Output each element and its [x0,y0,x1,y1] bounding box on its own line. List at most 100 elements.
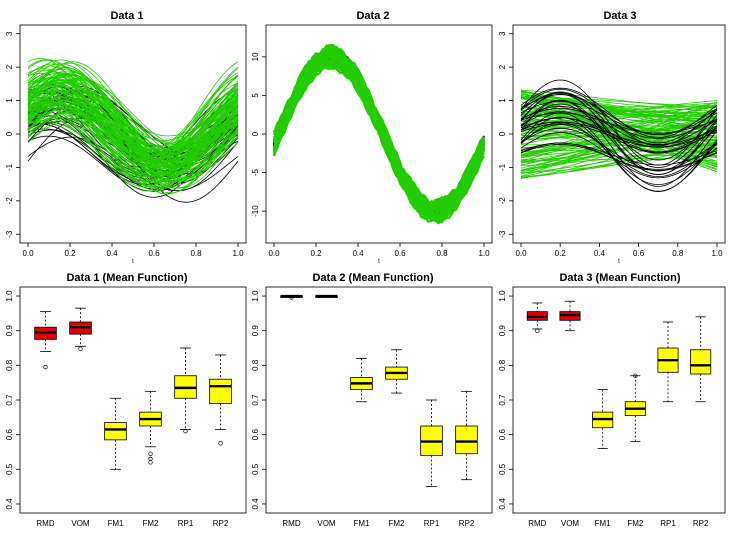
curves [520,79,718,193]
panel-title: Data 3 [603,10,636,22]
data-3-green-curve [520,123,718,178]
data-3-black-curve [520,100,718,187]
x-tick-label: 0.8 [190,249,202,258]
panel-data-2: Data 2 -10 -5 0 5 10 0.0 0.2 0.4 0.6 0.8 1.0 t [251,10,493,265]
y-tick-label: 0.5 [498,463,507,475]
data-3-green-curve [520,143,718,153]
data-3-black-curve [520,92,718,144]
y-tick-label: 0.6 [498,429,507,441]
y-tick-label: 5 [251,93,260,98]
x-axis-label: t [618,259,620,265]
box-fm1 [592,389,614,449]
box-body [209,378,232,404]
x-tick-label: RP1 [178,519,194,528]
outlier-point [218,441,223,446]
box-vom [69,307,92,351]
data-3-black-curve [520,88,718,147]
y-tick-label: 0.6 [251,429,260,441]
y-tick-label: 0.8 [5,359,14,371]
x-tick-label: 0.6 [394,249,406,258]
data-1-green-curve [27,63,239,153]
box-rp1 [420,399,443,488]
y-tick-label: -3 [498,230,507,238]
data-3-black-curve [520,124,718,178]
outlier-point [633,373,638,378]
curves [272,43,486,225]
data-1-green-curve [27,68,239,150]
y-tick-label: 0.8 [498,359,507,371]
x-tick-label: RMD [36,519,54,528]
panel-title: Data 2 [356,10,389,22]
y-tick-label: 10 [251,52,260,61]
x-tick-label: FM1 [108,519,125,528]
x-tick-label: FM2 [143,519,160,528]
box-fm2 [139,390,162,465]
x-tick-label: FM1 [354,519,371,528]
x-tick-label: 0.6 [633,249,645,258]
data-1-green-curve [27,67,239,169]
data-1-green-curve [27,74,239,166]
y-tick-label: 1 [498,98,507,103]
outlier-point [289,295,294,300]
box-fm2 [385,349,408,394]
y-tick-label: 0.7 [251,394,260,406]
y-tick-label: 0 [5,131,14,136]
x-tick-label: 0.0 [22,249,34,258]
outlier-point [43,364,48,370]
x-tick-label: RP2 [459,519,475,528]
data-2-green-curve [273,55,486,224]
plot-area-data-2-mean: 0.4 0.5 0.6 0.7 0.8 0.9 1.0 RMD VOM FM1 FM2 RP1 RP2 [251,286,493,528]
y-tick-label: 0.7 [5,394,14,406]
x-tick-label: FM2 [627,519,644,528]
box-fm2 [624,373,646,442]
box-body [104,422,127,441]
plot-area-data-2: -10 -5 0 5 10 0.0 0.2 0.4 0.6 0.8 1.0 t [251,24,493,265]
x-tick-label: FM2 [389,519,406,528]
data-1-green-curve [27,103,239,162]
data-3-black-curve [520,105,718,146]
panel-title: Data 1 [110,10,143,22]
panel-title: Data 1 (Mean Function) [66,272,187,284]
x-axis-label: t [132,259,134,265]
x-tick-label: RMD [528,519,546,528]
x-tick-label: 0.2 [310,249,322,258]
box-rp1 [174,347,197,434]
data-3-black-curve [520,87,718,138]
plot-area-data-1: -3 -2 -1 0 1 2 3 0.0 0.2 0.4 0.6 0.8 1.0 t [5,24,247,265]
box-rmd [34,311,57,370]
y-tick-label: 2 [498,64,507,69]
x-tick-label: 0.2 [555,249,567,258]
box-body [455,425,478,455]
x-tick-label: 0.4 [106,249,118,258]
panel-data-3-mean-function: Data 3 (Mean Function) 0.40.50.60.70.80.… [498,272,726,528]
x-tick-label: 0.4 [352,249,364,258]
data-3-black-curve [520,123,718,148]
x-tick-label: 1.0 [478,249,490,258]
data-3-black-curve [520,121,718,185]
y-tick-label: -3 [5,230,14,238]
data-1-green-curve [27,71,239,150]
x-tick-label: VOM [561,519,580,528]
x-tick-label: RMD [282,519,300,528]
data-3-green-curve [520,126,718,163]
box-rmd [526,302,548,333]
data-3-black-curve [520,117,718,154]
data-1-green-curve [27,114,239,177]
data-1-green-curve [27,114,239,182]
y-tick-label: -2 [498,197,507,205]
x-tick-label: RP2 [693,519,709,528]
x-tick-label: RP1 [660,519,676,528]
outlier-point [148,451,153,456]
outlier-point [78,346,83,351]
data-3-green-curve [520,96,718,166]
data-3-black-curve [520,142,718,166]
data-3-black-curve [520,108,718,139]
data-1-green-curve [27,79,239,149]
panel-title: Data 2 (Mean Function) [312,272,433,284]
data-1-green-curve [27,57,239,164]
data-2-green-curve [272,53,485,225]
x-tick-label: 0.4 [594,249,606,258]
y-tick-label: 0.4 [5,498,14,510]
outlier-point [535,328,540,333]
panel-data-2-mean-function: Data 2 (Mean Function) 0.40.50.60.70.80.… [251,272,493,528]
